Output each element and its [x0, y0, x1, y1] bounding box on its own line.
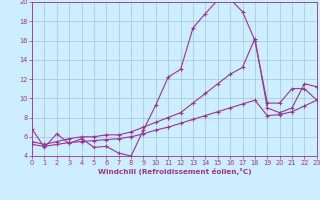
X-axis label: Windchill (Refroidissement éolien,°C): Windchill (Refroidissement éolien,°C) [98, 168, 251, 175]
